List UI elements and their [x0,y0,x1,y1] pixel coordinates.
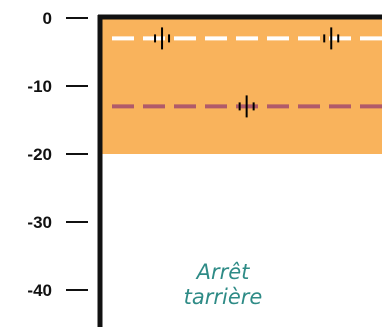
depth-lines [112,27,382,118]
depth-tick-label: 0 [43,9,52,28]
depth-tick-label: -30 [27,213,52,232]
filled-zone [100,18,382,154]
level-marker [154,27,171,50]
level-marker [323,27,340,50]
auger-stop-note: Arrêt tarrière [168,260,278,310]
depth-tick-label: -40 [27,281,52,300]
auger-stop-line-2: tarrière [183,285,263,309]
depth-tick-label: -20 [27,145,52,164]
auger-stop-line-1: Arrêt [196,260,250,284]
level-marker [238,95,255,118]
depth-tick-label: -10 [27,77,52,96]
depth-axis-ticks: 0 -10 -20 -30 -40 [27,9,88,300]
